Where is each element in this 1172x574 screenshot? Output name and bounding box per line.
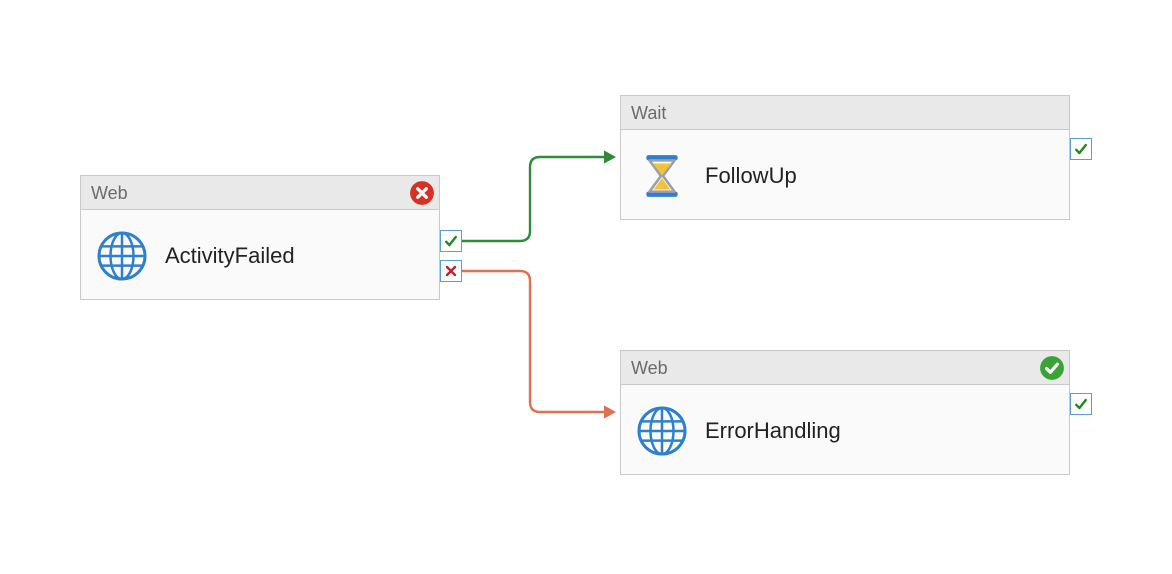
node-type-label: Web	[631, 358, 668, 378]
node-type-label: Web	[91, 183, 128, 203]
node-header: Web	[81, 176, 439, 210]
node-body: ActivityFailed	[81, 210, 439, 301]
node-title: ActivityFailed	[165, 243, 295, 269]
node-header: Web	[621, 351, 1069, 385]
pipeline-canvas[interactable]: Web ActivityFailed Wait FollowUp Web	[0, 0, 1172, 574]
node-activity-failed[interactable]: Web ActivityFailed	[80, 175, 440, 300]
status-fail-icon	[409, 180, 435, 206]
hourglass-icon	[637, 151, 687, 201]
node-follow-up[interactable]: Wait FollowUp	[620, 95, 1070, 220]
port-failure[interactable]	[440, 260, 462, 282]
globe-icon	[637, 406, 687, 456]
node-error-handling[interactable]: Web ErrorHandling	[620, 350, 1070, 475]
edge-arrow-edge-fail	[604, 405, 616, 418]
node-body: FollowUp	[621, 130, 1069, 221]
edge-arrow-edge-success	[604, 150, 616, 163]
node-type-label: Wait	[631, 103, 666, 123]
port-success[interactable]	[1070, 138, 1092, 160]
port-success[interactable]	[1070, 393, 1092, 415]
node-body: ErrorHandling	[621, 385, 1069, 476]
node-title: ErrorHandling	[705, 418, 841, 444]
node-header: Wait	[621, 96, 1069, 130]
edge-edge-fail	[462, 271, 606, 412]
node-title: FollowUp	[705, 163, 797, 189]
edge-edge-success	[462, 157, 606, 241]
globe-icon	[97, 231, 147, 281]
port-success[interactable]	[440, 230, 462, 252]
status-success-icon	[1039, 355, 1065, 381]
